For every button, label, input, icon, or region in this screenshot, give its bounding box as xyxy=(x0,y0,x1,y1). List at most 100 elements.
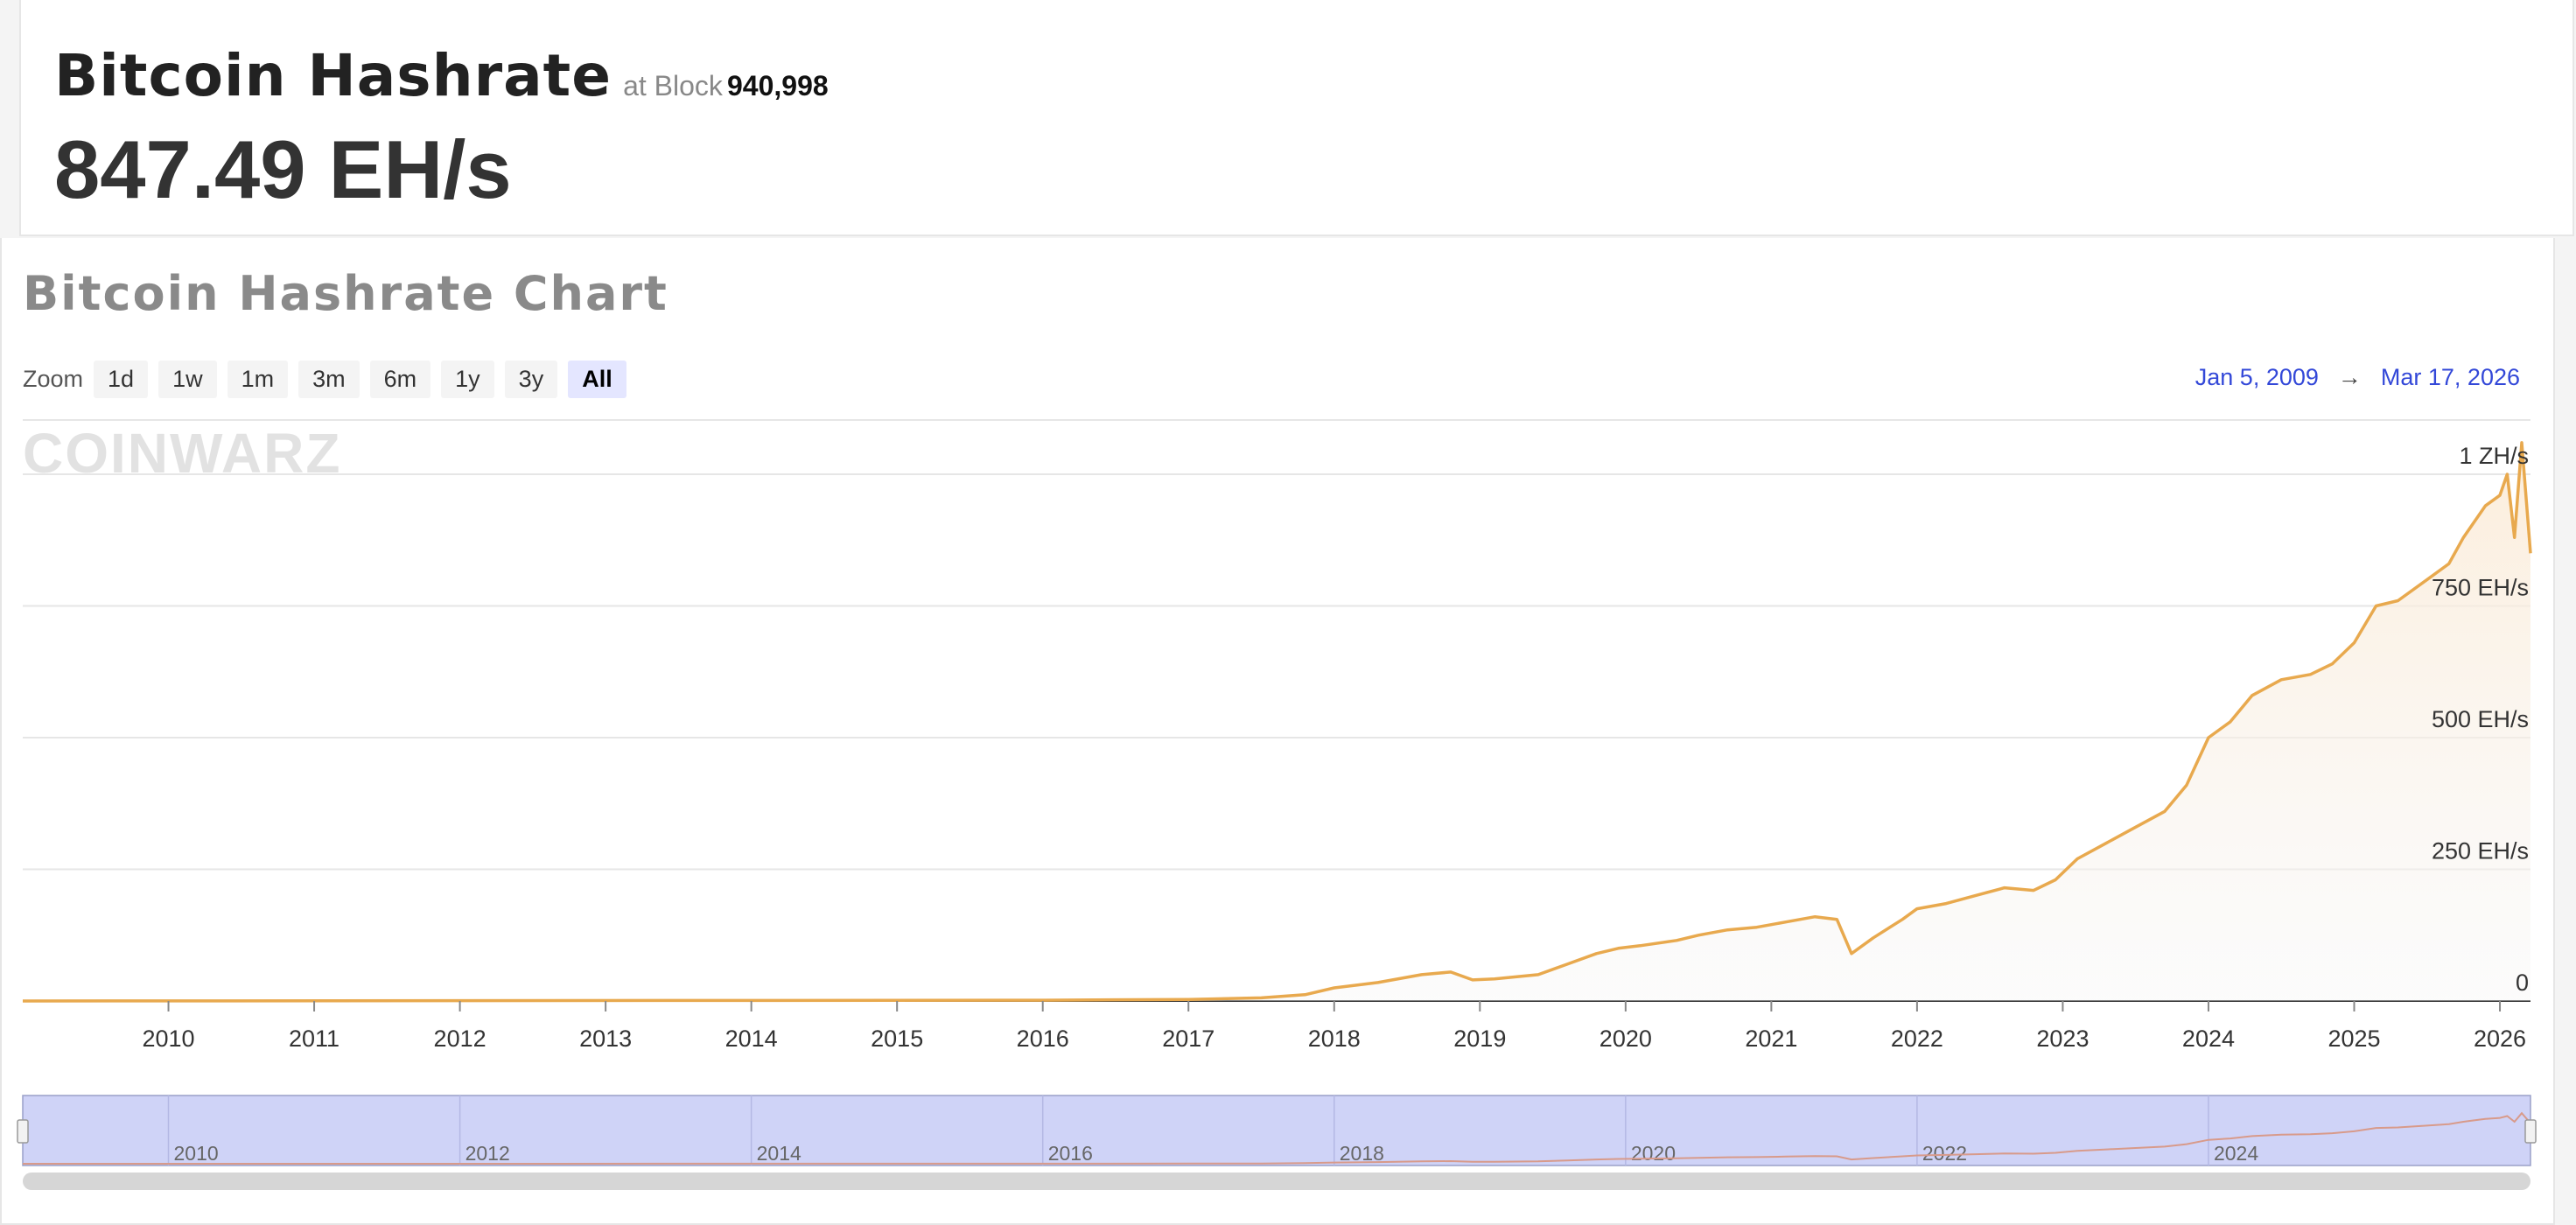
coinwarz-watermark: COINWARZ xyxy=(23,422,341,485)
data-point xyxy=(2463,537,2464,538)
zoom-6m-button[interactable]: 6m xyxy=(369,360,431,398)
data-point xyxy=(1042,1000,1043,1001)
navigator-series-line xyxy=(22,1111,2531,1165)
x-axis-ticks: 2010 2011 2012 2013 2014 2015 2016 2017 2018 2019… xyxy=(142,1001,2526,1052)
x-tick-label: 2016 xyxy=(1017,1026,1069,1052)
data-point xyxy=(2055,879,2056,880)
data-point xyxy=(2332,663,2333,664)
hashrate-chart[interactable]: COINWARZ 0 250 EH/s 500 EH/s 750 EH/s 1 ZH/s… xyxy=(2,238,2557,1225)
zoom-label: Zoom xyxy=(23,366,84,392)
data-point xyxy=(2426,579,2427,580)
current-hashrate: 847.49 EH/s xyxy=(54,123,512,215)
navigator-left-handle xyxy=(17,1119,29,1144)
data-point xyxy=(1421,974,1422,975)
data-point xyxy=(1305,994,1306,995)
range-to-input[interactable]: Mar 17, 2026 xyxy=(2380,364,2520,390)
data-point xyxy=(2135,827,2136,828)
chart-card: Bitcoin Hashrate Chart Zoom 1d 1w 1m 3m … xyxy=(0,238,2555,1225)
navigator-right-handle xyxy=(2524,1119,2537,1144)
data-point xyxy=(1698,934,1699,935)
data-point xyxy=(2077,858,2078,859)
header-card: Bitcoin Hashrate at Block 940,998 847.49… xyxy=(19,0,2574,236)
data-point xyxy=(1786,921,1787,922)
zoom-all-button[interactable]: All xyxy=(568,360,626,398)
date-range: Jan 5, 2009 → Mar 17, 2026 xyxy=(2195,364,2520,391)
data-point xyxy=(1537,974,1538,975)
zoom-1m-button[interactable]: 1m xyxy=(227,360,289,398)
page-title: Bitcoin Hashrate xyxy=(54,42,612,109)
data-point xyxy=(1837,919,1838,920)
x-tick-label: 2021 xyxy=(1745,1026,1797,1052)
data-point xyxy=(1815,916,1816,917)
zoom-1y-button[interactable]: 1y xyxy=(441,360,494,398)
data-point xyxy=(2485,506,2486,507)
navigator-tick-label: 2024 xyxy=(2214,1142,2258,1165)
zoom-1d-button[interactable]: 1d xyxy=(94,360,149,398)
zoom-1w-button[interactable]: 1w xyxy=(158,360,217,398)
data-point xyxy=(1567,963,1568,964)
range-arrow-icon: → xyxy=(2337,364,2362,390)
x-tick-label: 2010 xyxy=(142,1026,194,1052)
data-point xyxy=(1756,927,1757,928)
y-tick-label: 750 EH/s xyxy=(2432,575,2529,601)
data-point xyxy=(1377,982,1378,983)
data-point xyxy=(2470,527,2471,528)
zoom-controls: Zoom 1d 1w 1m 3m 6m 1y 3y All xyxy=(23,360,626,398)
navigator-tick-label: 2016 xyxy=(1048,1142,1093,1165)
data-point xyxy=(1472,979,1473,980)
x-tick-label: 2014 xyxy=(725,1026,778,1052)
zoom-3y-button[interactable]: 3y xyxy=(504,360,558,398)
x-tick-label: 2026 xyxy=(2474,1026,2526,1052)
x-tick-label: 2022 xyxy=(1891,1026,1943,1052)
navigator-window xyxy=(22,1095,2531,1166)
data-point xyxy=(2281,679,2282,680)
title-row: Bitcoin Hashrate at Block 940,998 xyxy=(54,42,829,109)
chart-title: Bitcoin Hashrate Chart xyxy=(23,266,668,321)
data-point xyxy=(1188,999,1189,1000)
x-tick-label: 2011 xyxy=(289,1026,340,1052)
x-tick-label: 2013 xyxy=(579,1026,632,1052)
data-point xyxy=(1946,903,1947,904)
data-point xyxy=(2354,642,2355,643)
y-tick-label: 1 ZH/s xyxy=(2459,443,2529,469)
hashrate-area xyxy=(23,442,2530,1001)
data-point xyxy=(1916,908,1917,909)
navigator-tick-label: 2022 xyxy=(1922,1142,1967,1165)
data-point xyxy=(1771,924,1772,925)
data-point xyxy=(2514,537,2515,538)
navigator-tick-label: 2018 xyxy=(1340,1142,1384,1165)
data-point xyxy=(1640,945,1641,946)
navigator[interactable]: 2010 2012 2014 2016 2018 2020 2022 2024 xyxy=(17,1095,2537,1190)
data-point xyxy=(2106,843,2107,844)
data-point xyxy=(1676,940,1677,941)
x-tick-label: 2012 xyxy=(434,1026,486,1052)
data-point xyxy=(1902,919,1903,920)
range-from-input[interactable]: Jan 5, 2009 xyxy=(2194,364,2319,390)
x-tick-label: 2015 xyxy=(871,1026,923,1052)
y-tick-label: 0 xyxy=(2516,970,2529,996)
data-point xyxy=(2310,674,2311,675)
x-tick-label: 2020 xyxy=(1600,1026,1652,1052)
x-tick-label: 2025 xyxy=(2328,1026,2380,1052)
hashrate-line xyxy=(22,441,2532,1003)
data-point xyxy=(2530,553,2531,554)
data-point xyxy=(1596,953,1597,954)
data-point xyxy=(1975,895,1976,896)
x-tick-label: 2019 xyxy=(1453,1026,1506,1052)
navigator-tick-label: 2014 xyxy=(757,1142,802,1165)
x-tick-label: 2023 xyxy=(2036,1026,2089,1052)
zoom-3m-button[interactable]: 3m xyxy=(298,360,360,398)
y-tick-label: 250 EH/s xyxy=(2432,838,2529,864)
data-point xyxy=(1727,929,1728,930)
x-tick-label: 2018 xyxy=(1308,1026,1361,1052)
x-tick-label: 2017 xyxy=(1162,1026,1214,1052)
data-point xyxy=(2165,811,2166,812)
data-point xyxy=(1851,953,1852,954)
data-point xyxy=(2507,474,2508,475)
y-axis-ticks: 0 250 EH/s 500 EH/s 750 EH/s 1 ZH/s xyxy=(2432,443,2529,996)
y-tick-label: 500 EH/s xyxy=(2432,706,2529,732)
data-point xyxy=(2251,695,2252,696)
data-point xyxy=(2522,442,2523,443)
data-point xyxy=(2186,785,2187,786)
data-point xyxy=(23,1001,24,1002)
